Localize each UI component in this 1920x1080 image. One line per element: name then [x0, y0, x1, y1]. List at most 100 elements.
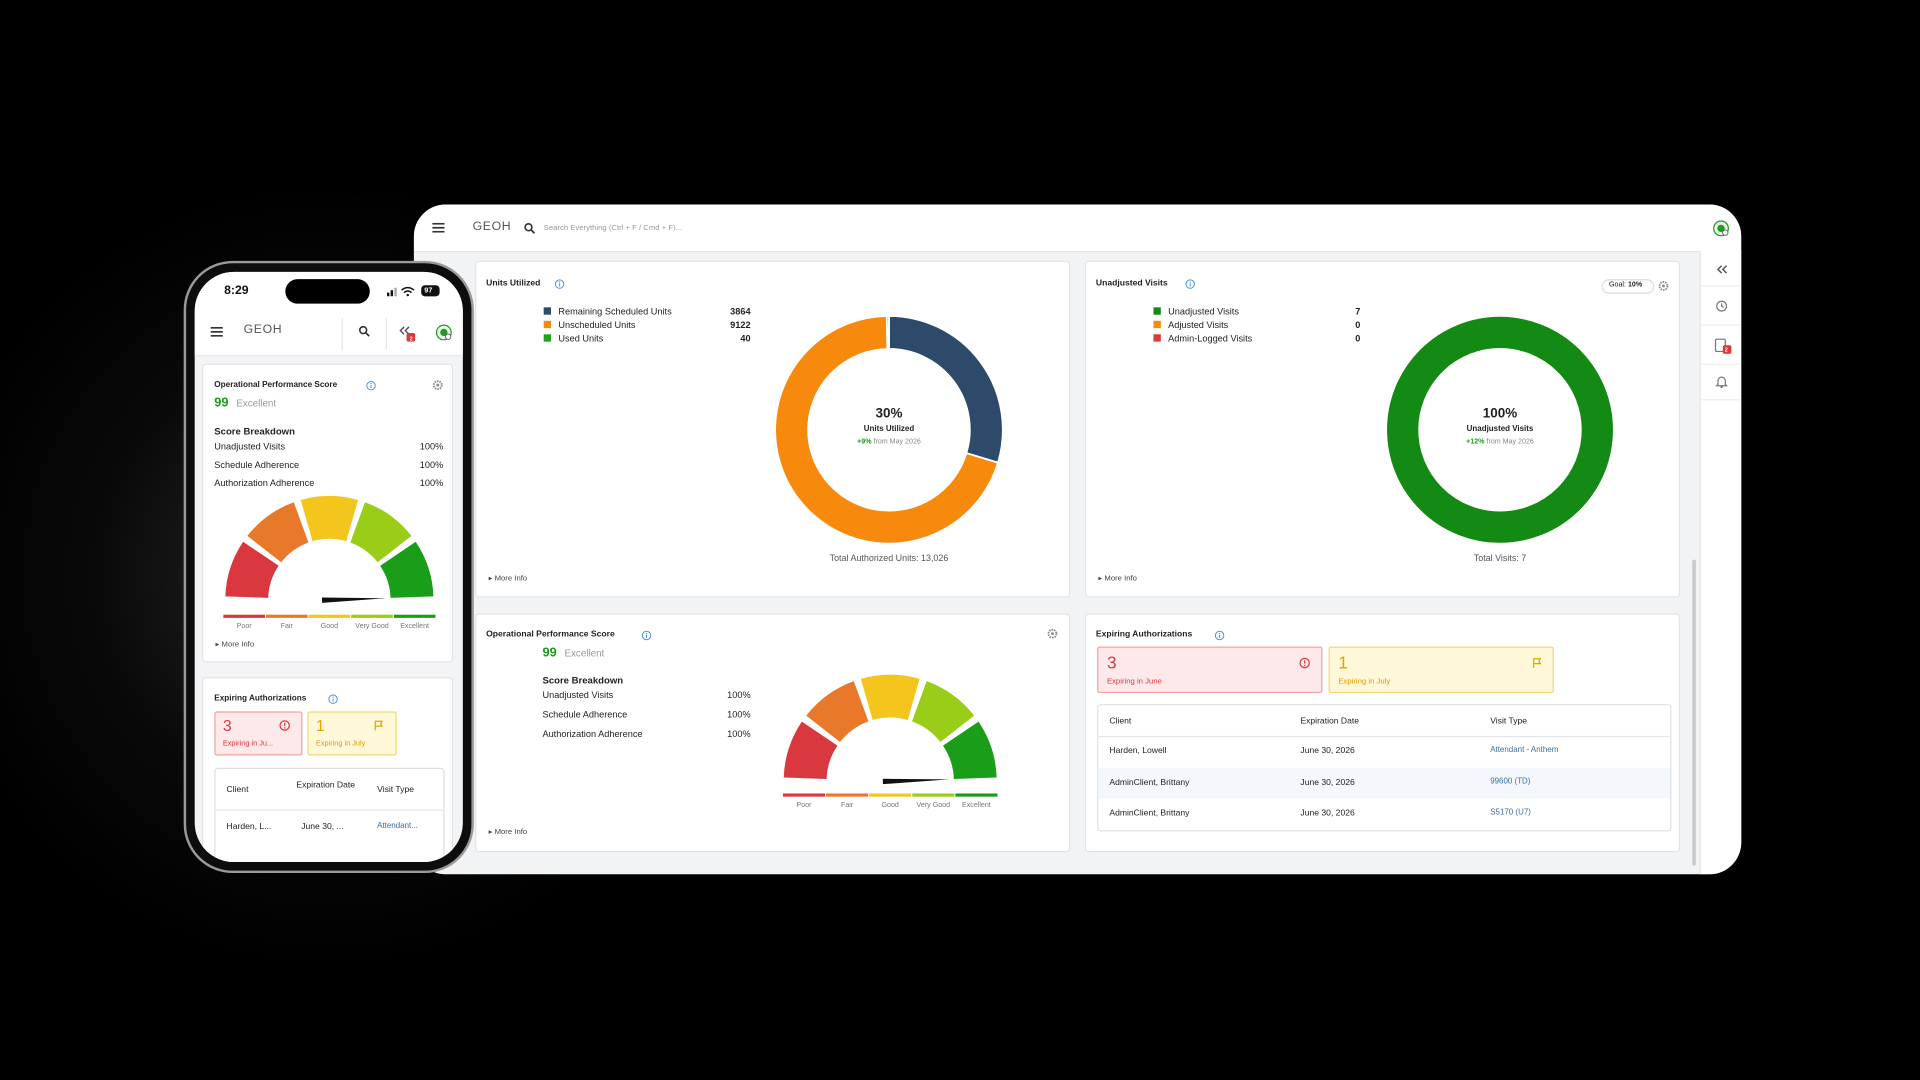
- more-info[interactable]: ▸ More Info: [1098, 574, 1137, 583]
- divider: [1700, 285, 1742, 287]
- column-header: Client: [226, 786, 249, 795]
- breakdown-value: 100%: [419, 440, 444, 452]
- legend-value: 40: [740, 332, 751, 344]
- legend-swatch: [543, 334, 552, 342]
- authorizations-table: Client Expiration Date Visit Type Harden…: [1097, 704, 1672, 832]
- expiring-card: Expiring Authorizations 3 Expiring in Ju…: [202, 677, 454, 863]
- more-info[interactable]: ▸ More Info: [488, 574, 528, 583]
- expiring-july-card[interactable]: 1 Expiring in July: [307, 711, 397, 756]
- score: 99: [214, 395, 229, 411]
- legend-value: 0: [1355, 318, 1361, 331]
- collapse-button[interactable]: [1716, 264, 1728, 274]
- legend-label: Admin-Logged Visits: [1168, 332, 1253, 344]
- status-icons: [386, 286, 415, 297]
- search-input[interactable]: Search Everything (Ctrl + F / Cmd + F)..…: [543, 223, 683, 233]
- more-info[interactable]: ▸ More Info: [488, 827, 528, 837]
- gauge-segment: [911, 681, 975, 743]
- flag-icon: [374, 720, 384, 731]
- gauge-band: [265, 614, 308, 618]
- gauge-segment: [300, 495, 359, 542]
- gauge-segment: [783, 721, 838, 779]
- more-info-label[interactable]: More Info: [1104, 574, 1137, 583]
- logo: GEOH: [243, 323, 283, 337]
- card-title: Expiring Authorizations: [1095, 630, 1193, 640]
- gauge-band: [912, 793, 955, 797]
- change: +9%: [857, 438, 872, 446]
- search-icon[interactable]: [524, 223, 536, 234]
- notifications-button[interactable]: [1715, 375, 1728, 389]
- visit-type[interactable]: S5170 (U7): [1490, 808, 1531, 817]
- client: Harden, Lowell: [1109, 746, 1167, 756]
- legend-swatch: [1153, 307, 1161, 315]
- goal-badge[interactable]: [1601, 279, 1655, 294]
- legend-label: Unadjusted Visits: [1168, 305, 1239, 317]
- gauge: Poor Fair Good Very Good Excellent: [223, 495, 436, 630]
- menu-button[interactable]: [432, 222, 445, 233]
- info-icon[interactable]: [328, 694, 338, 704]
- column-header: Expiration Date: [1300, 717, 1360, 727]
- settings-button[interactable]: [432, 380, 443, 391]
- gauge-segment: [860, 674, 920, 721]
- flag-icon: [1533, 658, 1542, 668]
- breakdown-label: Schedule Adherence: [542, 708, 628, 721]
- change-period: from May 2026: [1486, 438, 1534, 446]
- center-label: Unadjusted Visits: [1466, 424, 1534, 434]
- gauge-band: [869, 793, 912, 797]
- legend-label: Unscheduled Units: [558, 318, 636, 331]
- visit-type[interactable]: Attendant - Anthem: [1490, 745, 1559, 755]
- row-divider: [1098, 735, 1671, 738]
- expiring-july-card[interactable]: 1 Expiring in July: [1328, 646, 1554, 694]
- history-button[interactable]: [1716, 300, 1728, 312]
- breakdown-value: 100%: [727, 708, 751, 721]
- logo: GEOH: [472, 220, 512, 234]
- visit-type[interactable]: 99600 (TD): [1490, 777, 1531, 787]
- collapse-button[interactable]: [398, 326, 416, 343]
- visit-type[interactable]: Attendant...: [377, 821, 418, 831]
- avatar[interactable]: [435, 324, 452, 341]
- info-icon[interactable]: [366, 381, 376, 391]
- gauge-label: Excellent: [962, 801, 991, 809]
- center-value: 30%: [875, 406, 903, 422]
- right-sidebar: 2: [1699, 251, 1742, 875]
- breakdown-value: 100%: [727, 689, 751, 701]
- info-icon[interactable]: [554, 278, 565, 289]
- avatar[interactable]: [1713, 220, 1729, 237]
- info-icon[interactable]: [1185, 278, 1195, 289]
- settings-button[interactable]: [1658, 280, 1669, 291]
- total: Total Visits: 7: [1473, 552, 1527, 564]
- gauge-band: [955, 793, 998, 797]
- scrollbar[interactable]: [1692, 559, 1696, 866]
- status-time: 8:29: [224, 284, 249, 298]
- more-info-label[interactable]: More Info: [221, 640, 255, 649]
- legend-swatch: [543, 320, 552, 329]
- authorizations-table: Client Expiration Date Visit Type Harden…: [214, 767, 445, 863]
- expiring-count: 3: [1106, 652, 1117, 673]
- info-icon[interactable]: [1214, 630, 1225, 640]
- donut-segment: [774, 315, 1000, 545]
- more-info[interactable]: ▸ More Info: [215, 640, 255, 649]
- expiring-june-card[interactable]: 3 Expiring in June: [1097, 646, 1323, 694]
- gauge: Poor Fair Good Very Good Excellent: [782, 674, 998, 809]
- expiring-june-card[interactable]: 3 Expiring in Ju...: [214, 711, 303, 756]
- documents-button[interactable]: [1714, 338, 1732, 354]
- phone-screen: 8:29 97 GEOH 2 Poor Fair Good Very Good Exce…: [194, 271, 463, 863]
- gauge-band: [393, 614, 436, 618]
- card-title: Expiring Authorizations: [214, 694, 307, 703]
- legend-label: Used Units: [558, 332, 604, 344]
- breakdown-value: 100%: [727, 728, 751, 740]
- search-button[interactable]: [358, 325, 370, 337]
- row-divider: [215, 809, 444, 811]
- gauge-band: [351, 614, 393, 618]
- performance-card: Poor Fair Good Very Good Excellent Operation…: [202, 363, 454, 663]
- gauge-needle: [321, 597, 386, 603]
- settings-button[interactable]: [1047, 628, 1058, 639]
- expiring-label: Expiring in July: [1338, 677, 1391, 686]
- more-info-label[interactable]: More Info: [494, 574, 528, 583]
- more-info-label[interactable]: More Info: [494, 827, 528, 837]
- info-icon[interactable]: [641, 630, 652, 640]
- menu-button[interactable]: [210, 326, 223, 337]
- gauge-segment: [380, 541, 434, 598]
- card-title: Operational Performance Score: [214, 380, 338, 390]
- gauge-band: [826, 793, 869, 797]
- card-title: Operational Performance Score: [486, 630, 615, 640]
